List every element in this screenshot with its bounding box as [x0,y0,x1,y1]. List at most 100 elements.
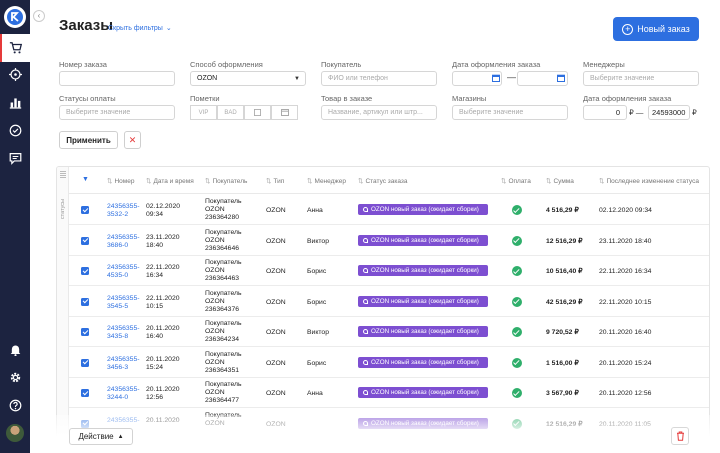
table-row[interactable]: 24356355- 3244-0 20.11.2020 12:56 Покупатель… [69,378,709,408]
date-from-input[interactable] [452,71,502,86]
sidebar-item-analytics[interactable] [0,88,30,116]
table-row[interactable]: 24356355- 3545-5 22.11.2020 10:15 Покупатель… [69,287,709,317]
calendar-icon[interactable] [557,74,565,82]
sidebar-item-settings[interactable] [0,363,30,391]
cart-icon [9,42,23,54]
sidebar-item-notifications[interactable] [0,335,30,363]
date-to-input[interactable] [517,71,568,86]
order-number-link[interactable]: 24356355- 3456-3 [107,356,140,372]
col-payment[interactable]: ⇅ Оплата [501,177,531,185]
row-checkbox[interactable] [81,236,89,245]
col-datetime[interactable]: ⇅ Дата и время [146,177,194,185]
status-column-strip[interactable]: статусы [57,167,69,452]
buyer-line: 236364234 [205,336,240,343]
delete-button[interactable] [671,427,689,445]
order-number-part[interactable]: 24356355- [107,294,140,302]
action-dropdown-button[interactable]: Действие ▲ [69,428,133,445]
table-row[interactable]: 24356355- 3532-2 02.12.2020 09:34 Покупатель… [69,195,709,225]
order-number-part[interactable]: 3244-0 [107,394,129,401]
status-badge[interactable]: OZON новый заказ (ожидает сборки) [358,326,488,337]
avatar[interactable] [6,424,24,442]
clear-filters-button[interactable]: ✕ [124,131,141,149]
logo-icon[interactable] [4,6,26,28]
col-buyer[interactable]: ⇅ Покупатель [205,177,247,185]
sum-from-input[interactable]: 0 [583,105,627,120]
new-order-label: Новый заказ [637,24,690,34]
calendar-icon[interactable] [492,74,500,82]
mark-calendar[interactable] [271,105,298,120]
order-number-part[interactable]: 3545-5 [107,302,129,310]
stores-select[interactable]: Выберите значение [452,105,568,120]
order-time: 15:24 [146,363,164,371]
col-changed[interactable]: ⇅ Последнее изменение статуса [599,177,699,185]
order-number-link[interactable]: 24356355- 3545-5 [107,295,140,311]
order-number-part[interactable]: 3456-3 [107,363,129,371]
order-number-part[interactable]: 4535-0 [107,272,129,279]
product-input[interactable]: Название, артикул или штр... [321,105,437,120]
sidebar-item-tasks[interactable] [0,116,30,144]
select-all-toggle[interactable]: ▼ [82,176,89,183]
mark-bad[interactable]: BAD [217,105,244,120]
order-number-part[interactable]: 24356355- [107,203,140,210]
order-number-input[interactable] [59,71,175,86]
col-manager[interactable]: ⇅ Менеджер [307,177,346,185]
order-number-part[interactable]: 3435-8 [107,333,129,340]
sidebar-item-chat[interactable] [0,144,30,172]
buyer-line: 236364280 [205,214,240,221]
status-badge[interactable]: OZON новый заказ (ожидает сборки) [358,356,488,368]
row-checkbox[interactable] [81,358,89,367]
order-number-link[interactable]: 24356355- 3244-0 [107,386,140,402]
status-badge[interactable]: OZON новый заказ (ожидает сборки) [358,204,488,215]
order-number-link[interactable]: 24356355- 4535-0 [107,264,140,280]
col-type[interactable]: ⇅ Тип [266,177,284,185]
order-number-link[interactable]: 24356355- 3686-0 [107,234,140,250]
status-badge[interactable]: OZON новый заказ (ожидает сборки) [358,234,488,246]
apply-button[interactable]: Применить [59,131,118,149]
order-type: OZON [266,207,286,214]
status-badge[interactable]: OZON новый заказ (ожидает сборки) [358,387,488,398]
col-sum[interactable]: ⇅ Сумма [546,177,574,185]
col-sum-label: Сумма [553,178,574,185]
buyer-input[interactable]: ФИО или телефон [321,71,437,86]
order-number-part[interactable]: 24356355- [107,386,140,393]
order-type: OZON [266,268,286,275]
drag-handle-icon[interactable] [60,171,66,179]
status-badge[interactable]: OZON новый заказ (ожидает сборки) [358,265,488,276]
order-number-link[interactable]: 24356355- 3532-2 [107,203,140,219]
order-number-part[interactable]: 3686-0 [107,241,129,249]
table-row[interactable]: 24356355- 3456-3 20.11.2020 15:24 Покупатель… [69,348,709,378]
order-number-part[interactable]: 3532-2 [107,211,129,218]
order-time: 16:34 [146,272,164,279]
row-checkbox[interactable] [81,328,89,336]
table-row[interactable]: 24356355- 3686-0 23.11.2020 18:40 Покупатель… [69,226,709,256]
managers-select[interactable]: Выберите значение [583,71,699,86]
sidebar-item-orders[interactable] [0,34,30,62]
status-badge[interactable]: OZON новый заказ (ожидает сборки) [358,295,488,307]
trash-icon [676,431,684,441]
order-number-part[interactable]: 24356355- [107,233,140,241]
col-manager-label: Менеджер [314,178,346,185]
order-number-part[interactable]: 24356355- [107,264,140,271]
collapse-sidebar-button[interactable]: ‹ [33,10,45,22]
sum-to-input[interactable]: 24593000 [648,105,690,120]
row-checkbox[interactable] [81,267,89,275]
sidebar-item-help[interactable] [0,391,30,419]
order-number-part[interactable]: 24356355- [107,355,140,363]
col-number[interactable]: ⇅ Номер [107,177,134,185]
order-number-part[interactable]: 24356355- [107,325,140,332]
row-checkbox[interactable] [81,389,89,397]
new-order-button[interactable]: + Новый заказ [613,17,699,41]
mark-note[interactable] [244,105,271,120]
sidebar-item-target[interactable] [0,60,30,88]
managers-placeholder: Выберите значение [590,75,655,82]
checkout-method-select[interactable]: OZON ▼ [190,71,306,86]
order-number-link[interactable]: 24356355- 3435-8 [107,325,140,341]
row-checkbox[interactable] [81,206,89,214]
table-row[interactable]: 24356355- 4535-0 22.11.2020 16:34 Покупатель… [69,256,709,286]
payment-status-select[interactable]: Выберите значение [59,105,175,120]
col-status[interactable]: ⇅ Статус заказа [358,177,408,185]
table-row[interactable]: 24356355- 3435-8 20.11.2020 16:40 Покупатель… [69,317,709,347]
hide-filters-link[interactable]: Скрыть фильтры ⌄ [108,24,172,32]
row-checkbox[interactable] [81,297,89,306]
mark-vip[interactable]: VIP [190,105,217,120]
